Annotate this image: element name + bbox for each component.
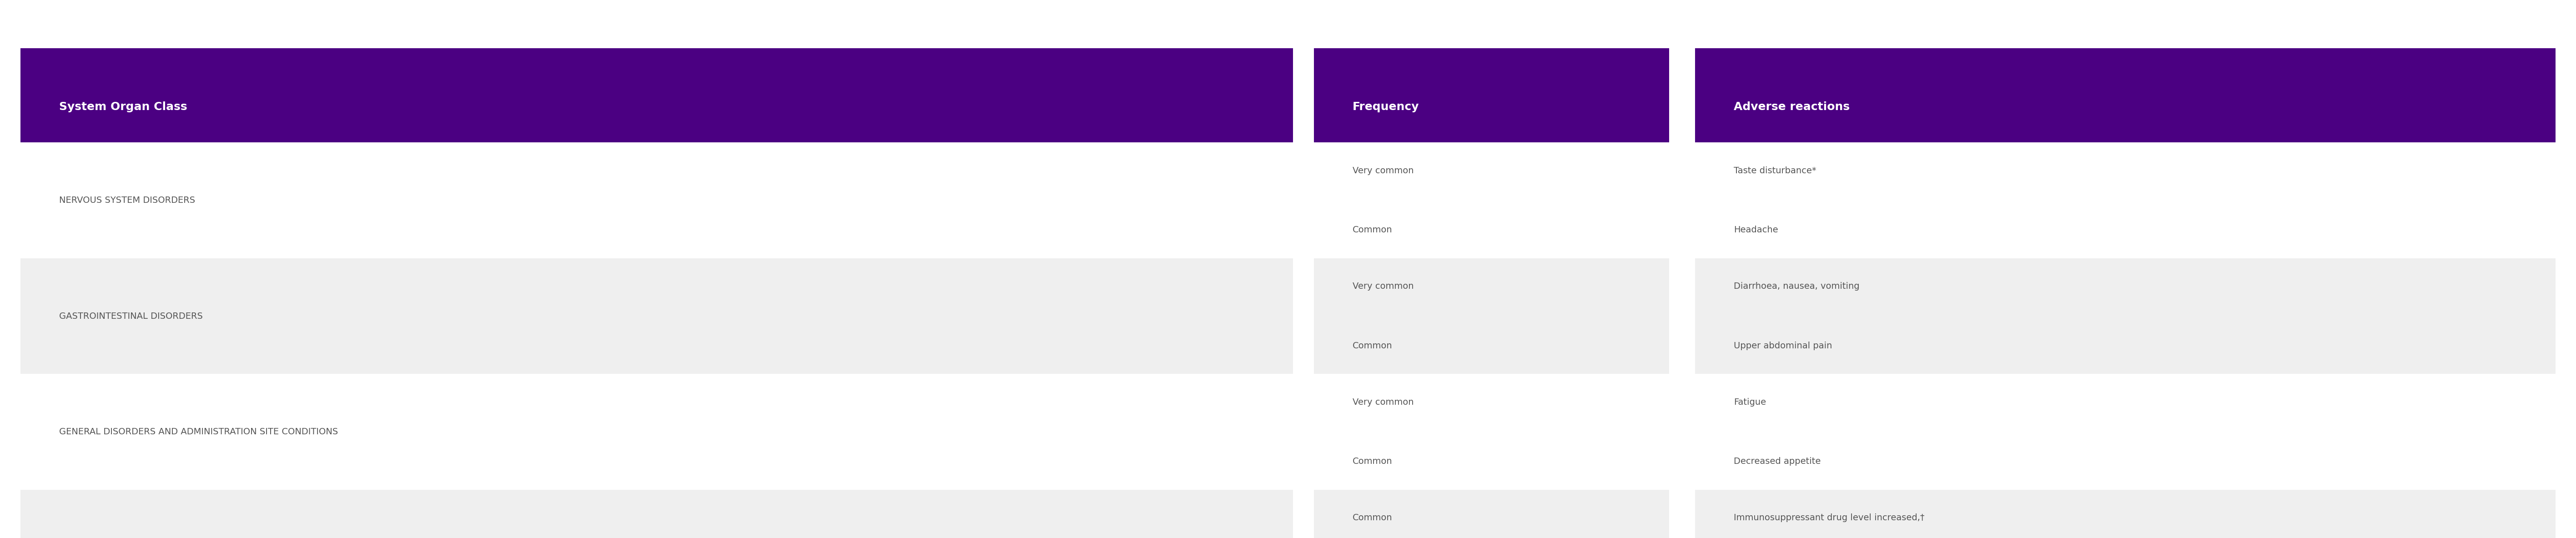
FancyBboxPatch shape [21,258,1293,374]
Text: Common: Common [1352,225,1391,235]
Text: Common: Common [1352,341,1391,350]
FancyBboxPatch shape [21,374,1293,490]
Text: Adverse reactions: Adverse reactions [1734,101,1850,112]
Text: Common: Common [1352,457,1391,466]
Text: Headache: Headache [1734,225,1777,235]
FancyBboxPatch shape [21,490,1293,538]
FancyBboxPatch shape [21,143,1293,258]
Text: Frequency: Frequency [1352,101,1419,112]
Text: Very common: Very common [1352,398,1414,407]
Text: Immunosuppressant drug level increased,†: Immunosuppressant drug level increased,† [1734,513,1924,522]
FancyBboxPatch shape [1695,143,2555,258]
FancyBboxPatch shape [21,48,1293,143]
Text: Fatigue: Fatigue [1734,398,1767,407]
FancyBboxPatch shape [1314,143,1669,258]
FancyBboxPatch shape [1314,374,1669,490]
Text: Common: Common [1352,513,1391,522]
Text: GENERAL DISORDERS AND ADMINISTRATION SITE CONDITIONS: GENERAL DISORDERS AND ADMINISTRATION SIT… [59,427,337,436]
Text: Upper abdominal pain: Upper abdominal pain [1734,341,1832,350]
Text: NERVOUS SYSTEM DISORDERS: NERVOUS SYSTEM DISORDERS [59,196,196,205]
FancyBboxPatch shape [1314,490,1669,538]
FancyBboxPatch shape [1314,258,1669,374]
FancyBboxPatch shape [1695,490,2555,538]
Text: Taste disturbance*: Taste disturbance* [1734,166,1816,175]
Text: Decreased appetite: Decreased appetite [1734,457,1821,466]
Text: Diarrhoea, nausea, vomiting: Diarrhoea, nausea, vomiting [1734,282,1860,291]
FancyBboxPatch shape [1695,258,2555,374]
Text: System Organ Class: System Organ Class [59,101,188,112]
Text: Very common: Very common [1352,166,1414,175]
Text: GASTROINTESTINAL DISORDERS: GASTROINTESTINAL DISORDERS [59,312,204,321]
Text: Very common: Very common [1352,282,1414,291]
FancyBboxPatch shape [1695,48,2555,143]
FancyBboxPatch shape [1695,374,2555,490]
FancyBboxPatch shape [1314,48,1669,143]
